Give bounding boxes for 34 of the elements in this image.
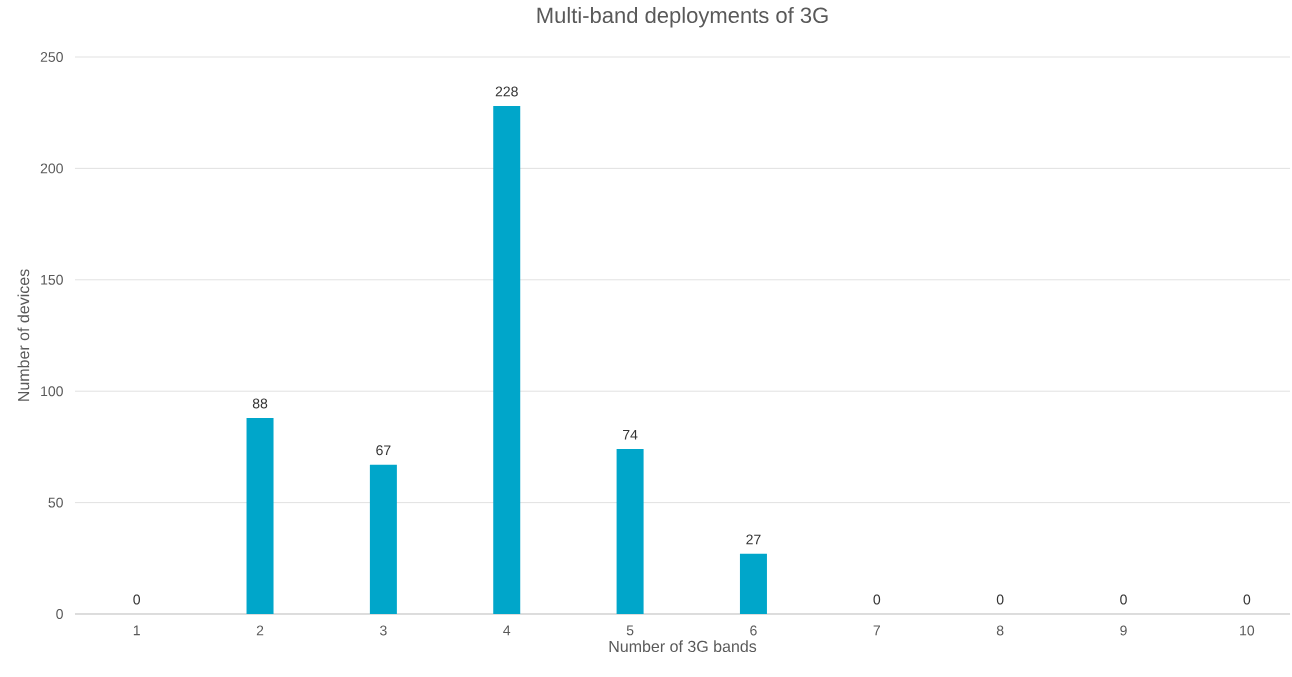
- y-axis-title: Number of devices: [17, 269, 30, 401]
- x-tick-label: 5: [626, 625, 634, 636]
- y-tick-label: 50: [48, 497, 63, 508]
- data-label: 0: [133, 594, 141, 605]
- x-tick-label: 4: [503, 625, 511, 636]
- y-tick-label: 100: [41, 386, 63, 397]
- x-tick-label: 7: [873, 625, 880, 636]
- x-tick-label: 6: [750, 625, 757, 636]
- bar: [493, 106, 521, 614]
- x-tick-label: 3: [380, 625, 387, 636]
- y-tick-label: 200: [40, 163, 63, 174]
- data-label: 0: [1243, 594, 1251, 605]
- bar: [739, 553, 767, 614]
- data-label: 74: [623, 429, 638, 440]
- data-label: 228: [495, 86, 518, 97]
- y-tick-label: 250: [40, 52, 63, 62]
- data-label: 88: [252, 398, 268, 409]
- x-axis-title: Number of 3G bands: [609, 640, 757, 653]
- data-label: 0: [996, 594, 1004, 605]
- data-label: 0: [1120, 594, 1127, 605]
- chart-title: Multi-band deployments of 3G: [537, 6, 828, 28]
- bar: [369, 464, 397, 614]
- x-tick-label: 9: [1120, 625, 1127, 636]
- x-tick-label: 8: [996, 625, 1004, 636]
- x-tick-label: 1: [133, 625, 140, 636]
- y-tick-label: 0: [56, 609, 63, 619]
- data-label: 67: [376, 445, 391, 456]
- x-tick-label: 10: [1240, 625, 1255, 636]
- x-tick-label: 2: [256, 625, 264, 636]
- bar: [616, 449, 644, 614]
- y-tick-label: 150: [41, 274, 63, 285]
- data-label: 0: [873, 594, 881, 605]
- bar: [246, 417, 274, 614]
- data-label: 27: [746, 534, 761, 545]
